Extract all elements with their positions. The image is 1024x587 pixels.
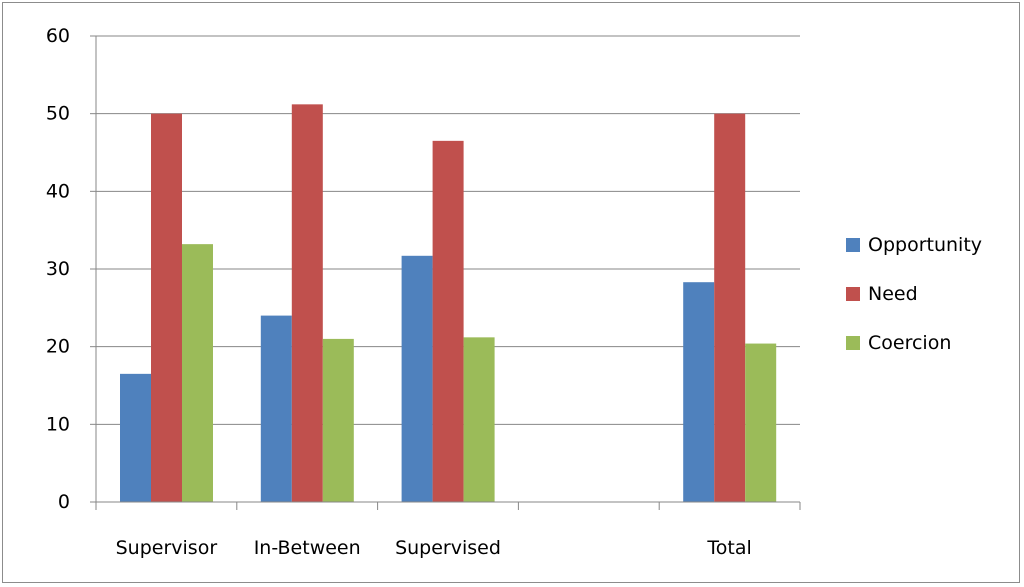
bar-need-2 xyxy=(432,140,464,502)
legend-label-coercion: Coercion xyxy=(868,332,951,354)
legend-swatch-coercion xyxy=(846,336,860,350)
y-tick-label: 10 xyxy=(46,413,70,435)
legend-label-opportunity: Opportunity xyxy=(868,234,982,256)
bar-coercion-0 xyxy=(182,244,213,502)
bar-opportunity-0 xyxy=(120,373,151,502)
bar-opportunity-4 xyxy=(683,282,715,502)
legend-label-need: Need xyxy=(868,283,918,305)
axes: 0 10 20 30 40 50 60 Supervisor In-Between Supervi… xyxy=(46,25,801,559)
gridlines xyxy=(96,35,800,425)
y-tick-label: 40 xyxy=(46,180,70,202)
bar-need-4 xyxy=(714,113,746,503)
y-tick-label: 50 xyxy=(46,103,70,125)
x-tick-label: In-Between xyxy=(254,537,361,559)
legend-swatch-need xyxy=(846,287,860,301)
x-tick-label: Total xyxy=(706,537,751,559)
bar-coercion-1 xyxy=(322,338,354,502)
bar-need-0 xyxy=(151,113,182,503)
legend-swatch-opportunity xyxy=(846,238,860,252)
y-tick-label: 0 xyxy=(58,491,70,513)
x-tick-label: Supervised xyxy=(395,537,501,559)
y-tick-label: 60 xyxy=(46,25,70,47)
y-tick-label: 30 xyxy=(46,258,70,280)
bar-opportunity-2 xyxy=(401,255,433,502)
x-tick-label: Supervisor xyxy=(116,537,218,559)
bar-coercion-4 xyxy=(745,343,777,502)
bars xyxy=(120,104,777,503)
bar-opportunity-1 xyxy=(260,315,292,502)
bar-coercion-2 xyxy=(463,337,495,502)
y-tick-label: 20 xyxy=(46,336,70,358)
bar-need-1 xyxy=(291,104,323,502)
legend: Opportunity Need Coercion xyxy=(846,234,982,354)
